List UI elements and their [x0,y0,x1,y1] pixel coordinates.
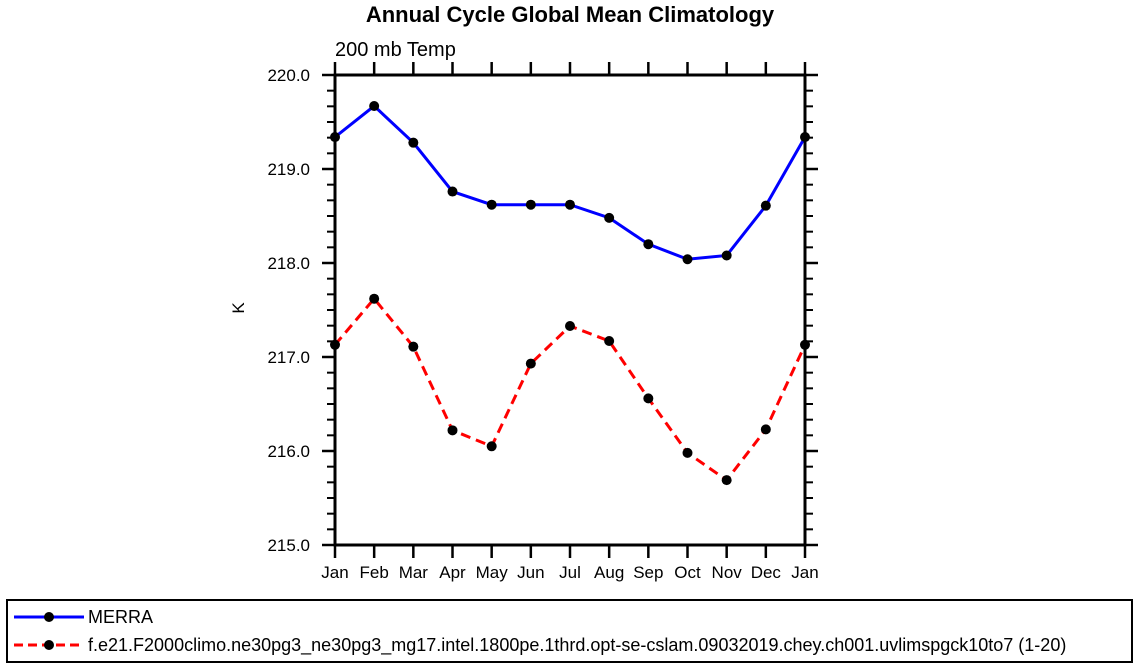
legend-label-model-run: f.e21.F2000climo.ne30pg3_ne30pg3_mg17.in… [88,634,1067,655]
x-tick-label: Jun [517,563,544,582]
axis-ticks [322,62,818,558]
data-point-marker [682,447,693,458]
x-tick-label: Feb [360,563,389,582]
data-point-marker [369,101,380,112]
x-tick-label: Nov [712,563,743,582]
y-tick-label: 217.0 [267,348,310,367]
data-point-marker [565,199,575,210]
data-point-marker [330,132,340,143]
legend-line-sample-solid-icon [14,612,84,622]
y-tick-label: 220.0 [267,66,310,85]
data-point-marker [800,339,810,350]
data-point-marker [682,254,693,265]
x-tick-label: Aug [594,563,624,582]
legend-label-merra: MERRA [88,606,154,627]
x-tick-label: Jan [791,563,818,582]
data-point-marker [447,186,458,197]
data-point-marker [525,199,536,210]
plot-frame [333,73,807,547]
plot-area: 215.0 216.0 217.0 218.0 219.0 220.0 Jan Feb Mar A… [267,62,819,582]
data-point-marker [800,132,810,143]
series-merra [330,101,810,265]
data-point-marker [486,199,497,210]
data-point-marker [330,339,340,350]
y-tick-label: 219.0 [267,160,310,179]
legend-box: MERRA f.e21.F2000climo.ne30pg3_ne30pg3_m… [6,599,1133,663]
data-point-marker [604,336,615,347]
legend-item-model-run: f.e21.F2000climo.ne30pg3_ne30pg3_mg17.in… [12,633,1131,657]
data-point-marker [643,239,654,250]
data-point-marker [721,250,732,261]
data-point-marker [408,341,419,352]
data-point-marker [604,212,615,223]
data-point-marker [408,137,419,148]
data-point-marker [643,393,654,404]
x-tick-label: Sep [633,563,663,582]
x-tick-label: Mar [399,563,429,582]
data-point-marker [369,293,380,304]
y-tick-label: 218.0 [267,254,310,273]
data-point-marker [721,475,732,486]
data-point-marker [447,425,458,436]
data-point-marker [760,424,771,435]
x-tick-labels: Jan Feb Mar Apr May Jun Jul Aug Sep Oct Nov Dec Jan [321,563,818,582]
chart-subtitle: 200 mb Temp [335,39,456,61]
legend-item-merra: MERRA [12,605,1131,629]
data-point-marker [760,200,771,211]
y-tick-label: 216.0 [267,442,310,461]
x-tick-label: Apr [439,563,466,582]
x-tick-label: Jan [321,563,348,582]
x-tick-label: May [476,563,509,582]
data-point-marker [525,358,536,369]
series-model-run [330,293,810,486]
legend-line-sample-dashed-icon [14,640,84,650]
x-tick-label: Jul [559,563,581,582]
y-tick-labels: 215.0 216.0 217.0 218.0 219.0 220.0 [267,66,310,555]
chart-title: Annual Cycle Global Mean Climatology [365,2,775,27]
x-tick-label: Dec [751,563,782,582]
data-point-marker [565,320,575,331]
x-tick-label: Oct [674,563,701,582]
data-point-marker [486,441,497,452]
y-tick-label: 215.0 [267,536,310,555]
